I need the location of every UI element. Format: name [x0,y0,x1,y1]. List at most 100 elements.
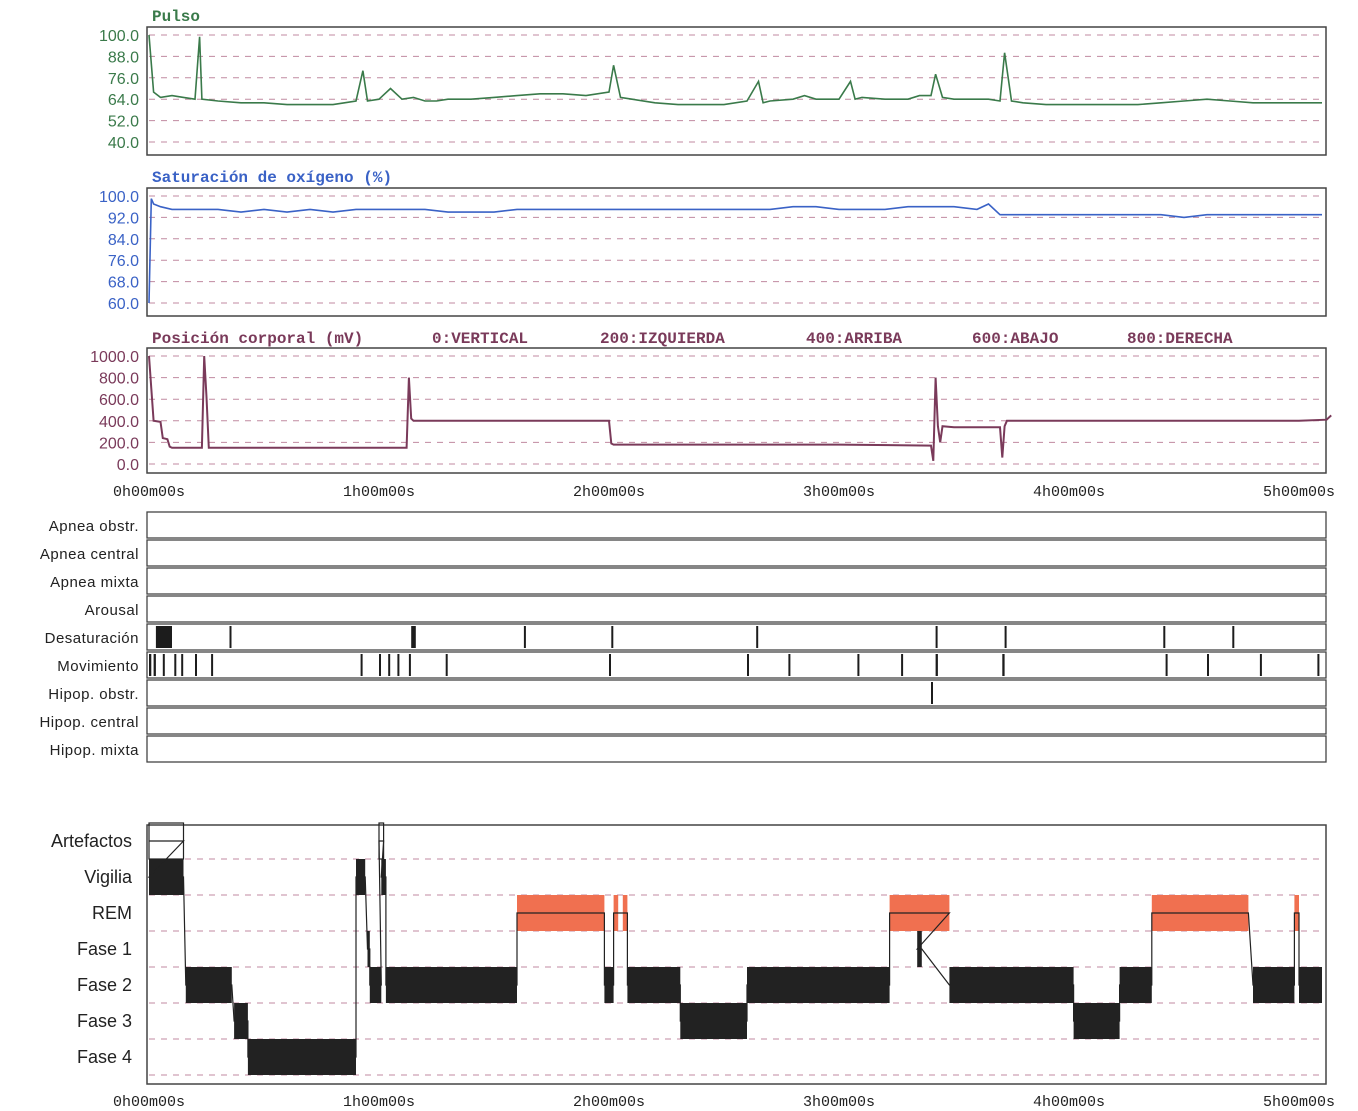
event-mark [162,654,165,676]
pulse-panel: Pulso 100.0 88.0 76.0 64.0 52.0 40.0 [99,8,1327,156]
event-mark [149,654,152,676]
spo2-ytick-label: 76.0 [108,253,139,270]
position-legend-2: 400:ARRIBA [806,330,902,348]
event-mark [1232,626,1235,648]
event-track-row [146,567,1327,595]
event-mark [788,654,791,676]
position-legend-4: 800:DERECHA [1127,330,1233,348]
event-track-row [146,623,1327,651]
event-mark [747,654,749,676]
pulse-ytick-label: 64.0 [108,92,139,109]
time-axis-top: 0h00m00s 1h00m00s 2h00m00s 3h00m00s 4h00m00s… [113,484,1335,501]
event-track-row [146,511,1327,539]
time-tick-label: 2h00m00s [573,1094,645,1111]
position-ytick-label: 0.0 [117,457,139,474]
spo2-ytick-label: 60.0 [108,296,139,313]
event-mark [1165,654,1168,676]
position-legend-1: 200:IZQUIERDA [600,330,725,348]
event-track-row [146,595,1327,623]
event-track-label: Arousal [85,602,139,619]
hypnogram-stage-line [147,840,1322,1058]
event-track-row [146,539,1327,567]
event-mark [935,654,938,676]
event-mark [388,654,391,676]
spo2-ytick-label: 68.0 [108,275,139,292]
event-mark [1207,654,1209,676]
event-track-label: Apnea obstr. [49,518,139,535]
spo2-ytick-label: 100.0 [99,189,139,206]
time-tick-label: 4h00m00s [1033,484,1105,501]
pulse-ytick-label: 100.0 [99,28,139,45]
event-track-row [146,651,1327,679]
event-mark [756,626,759,648]
event-mark [195,654,197,676]
position-series-line [148,355,1332,461]
hypnogram-stage-label: REM [92,903,132,923]
time-axis-bottom: 0h00m00s 1h00m00s 2h00m00s 3h00m00s 4h00m00s… [113,1094,1335,1111]
spo2-ytick-label: 84.0 [108,232,139,249]
time-tick-label: 5h00m00s [1263,484,1335,501]
position-ytick-label: 1000.0 [90,349,139,366]
spo2-panel: Saturación de oxígeno (%) 100.0 92.0 84.0 7… [99,169,1327,317]
time-tick-label: 0h00m00s [113,1094,185,1111]
position-ytick-label: 800.0 [99,371,139,388]
event-track-label: Apnea central [40,546,139,563]
hypnogram-stage-label: Fase 1 [77,939,132,959]
event-mark [153,654,156,676]
event-track-label: Hipop. mixta [50,742,140,759]
event-mark [1002,654,1005,676]
time-tick-label: 1h00m00s [343,484,415,501]
event-mark [360,654,363,676]
event-mark [181,654,184,676]
event-track-row [146,735,1327,763]
event-mark [155,626,172,648]
event-mark [523,626,526,648]
position-frame [146,347,1327,474]
time-tick-label: 3h00m00s [803,484,875,501]
hypnogram-frame [146,824,1327,1085]
position-panel: Posición corporal (mV) 0:VERTICAL 200:IZ… [90,330,1332,474]
hypnogram-stage-label: Artefactos [51,831,132,851]
hypnogram-stage-label: Fase 2 [77,975,132,995]
time-tick-label: 2h00m00s [573,484,645,501]
event-mark [609,654,611,676]
position-ytick-label: 400.0 [99,414,139,431]
event-mark [408,654,411,676]
event-mark [935,626,938,648]
spo2-frame [146,187,1327,317]
event-track-label: Hipop. obstr. [48,686,139,703]
event-mark [397,654,400,676]
pulse-ytick-label: 52.0 [108,114,139,131]
hypnogram-stage-label: Fase 4 [77,1047,132,1067]
time-tick-label: 1h00m00s [343,1094,415,1111]
event-tracks: Apnea obstr. Apnea central Apnea mixta Arou… [39,511,1327,763]
hypnogram-stage-label: Fase 3 [77,1011,132,1031]
event-mark [174,654,177,676]
time-tick-label: 4h00m00s [1033,1094,1105,1111]
pulse-ytick-label: 76.0 [108,71,139,88]
pulse-title: Pulso [152,8,200,26]
event-mark [1317,654,1320,676]
event-track-label: Desaturación [45,630,139,647]
time-tick-label: 5h00m00s [1263,1094,1335,1111]
pulse-ytick-label: 40.0 [108,135,139,152]
event-mark [1004,626,1007,648]
spo2-series-line [148,198,1322,304]
event-mark [1163,626,1166,648]
position-ytick-label: 200.0 [99,435,139,452]
event-mark [411,626,416,648]
position-title: Posición corporal (mV) [152,330,363,348]
event-mark [229,626,232,648]
event-track-label: Apnea mixta [50,574,139,591]
pulse-ytick-label: 88.0 [108,49,139,66]
event-mark [379,654,381,676]
pulse-frame [146,26,1327,156]
event-mark [901,654,904,676]
position-legend-0: 0:VERTICAL [432,330,528,348]
event-mark [857,654,860,676]
pulse-series-line [148,34,1322,106]
event-track-label: Movimiento [57,658,139,675]
event-mark [931,682,933,704]
time-tick-label: 0h00m00s [113,484,185,501]
